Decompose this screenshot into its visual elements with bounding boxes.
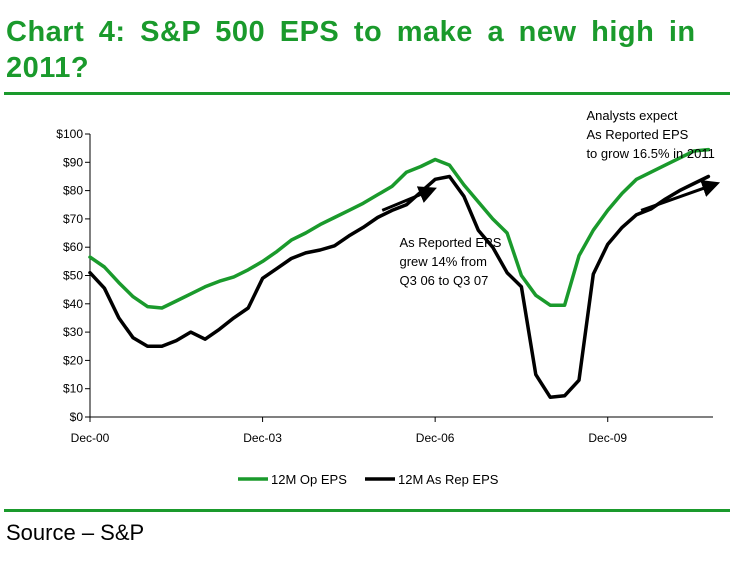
annotation-line: Analysts expect (586, 108, 677, 123)
y-tick-label: $100 (56, 127, 83, 141)
y-tick-label: $10 (63, 382, 83, 396)
source-note: Source – S&P (6, 520, 145, 545)
chart-annotations: Analysts expect As Reported EPS to grow 16… (381, 108, 721, 288)
x-tick-label: Dec-06 (416, 431, 455, 445)
annotation-line: grew 14% from (399, 254, 486, 269)
y-tick-label: $90 (63, 155, 83, 169)
y-tick-label: $80 (63, 184, 83, 198)
x-tick-label: Dec-09 (588, 431, 627, 445)
trend-arrow (640, 179, 721, 212)
chart-legend: 12M Op EPS 12M As Rep EPS (238, 472, 499, 487)
x-tick-label: Dec-03 (243, 431, 282, 445)
chart-series (88, 147, 711, 399)
legend-label-1: 12M Op EPS (271, 472, 347, 487)
legend-label-2: 12M As Rep EPS (398, 472, 499, 487)
title-divider (4, 92, 730, 95)
annotation-2: As Reported EPS grew 14% from Q3 06 to Q3 … (399, 235, 501, 288)
annotation-line: Q3 06 to Q3 07 (399, 273, 488, 288)
series-line-2 (88, 174, 711, 399)
chart-axes: $0 $10 $20 $30 $40 $50 $60 $70 $80 $90 $100 Dec-00 D… (56, 127, 713, 445)
source-divider (4, 509, 730, 512)
annotation-line: to grow 16.5% in 2011 (586, 146, 714, 161)
series-line-1 (88, 147, 711, 310)
y-tick-label: $0 (70, 410, 84, 424)
annotation-line: As Reported EPS (586, 127, 688, 142)
y-tick-label: $70 (63, 212, 83, 226)
x-tick-label: Dec-00 (71, 431, 110, 445)
y-tick-label: $40 (63, 297, 83, 311)
eps-line-chart: $0 $10 $20 $30 $40 $50 $60 $70 $80 $90 $100 Dec-00 D… (56, 108, 721, 487)
y-tick-label: $50 (63, 269, 83, 283)
y-tick-label: $20 (63, 353, 83, 367)
annotation-1: Analysts expect As Reported EPS to grow 16… (586, 108, 714, 161)
annotation-line: As Reported EPS (399, 235, 501, 250)
page-title: Chart 4: S&P 500 EPS to make a new high … (6, 16, 696, 84)
y-tick-label: $60 (63, 240, 83, 254)
y-tick-label: $30 (63, 325, 83, 339)
trend-arrow (381, 186, 437, 212)
